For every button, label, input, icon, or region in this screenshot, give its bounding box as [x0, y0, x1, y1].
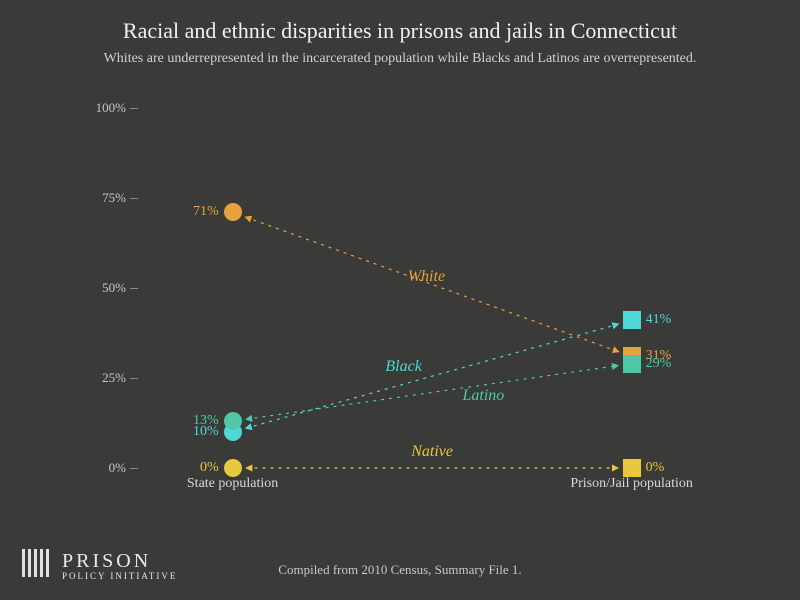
logo-line2: POLICY INITIATIVE: [62, 572, 177, 581]
prison-pop-marker: [623, 355, 641, 373]
prison-pop-marker: [623, 459, 641, 477]
x-category-label: Prison/Jail population: [570, 476, 693, 492]
state-pop-marker: [224, 412, 242, 430]
series-label: Latino: [462, 387, 504, 405]
series-label: White: [408, 268, 445, 286]
state-pop-marker: [224, 203, 242, 221]
y-tick-label: 25%: [80, 370, 126, 386]
plot-area: 71%31%White10%41%Black13%29%Latino0%0%Na…: [130, 108, 700, 468]
left-value-label: 0%: [200, 460, 219, 476]
y-tick-label: 75%: [80, 190, 126, 206]
logo: PRISON POLICY INITIATIVE: [22, 549, 177, 582]
page-title: Racial and ethnic disparities in prisons…: [0, 0, 800, 50]
left-value-label: 71%: [193, 204, 219, 220]
left-value-label: 13%: [193, 413, 219, 429]
logo-line1: PRISON: [62, 551, 177, 571]
slope-chart: 0%25%50%75%100% 71%31%White10%41%Black13…: [80, 108, 740, 498]
logo-bars-icon: [22, 549, 52, 582]
right-value-label: 41%: [646, 312, 672, 328]
y-tick-label: 100%: [80, 100, 126, 116]
right-value-label: 0%: [646, 460, 665, 476]
y-tick-label: 0%: [80, 460, 126, 476]
x-category-label: State population: [187, 476, 278, 492]
series-label: Native: [411, 443, 453, 461]
y-tick-label: 50%: [80, 280, 126, 296]
prison-pop-marker: [623, 311, 641, 329]
subtitle: Whites are underrepresented in the incar…: [0, 50, 800, 69]
right-value-label: 29%: [646, 356, 672, 372]
series-label: Black: [385, 358, 421, 376]
state-pop-marker: [224, 459, 242, 477]
